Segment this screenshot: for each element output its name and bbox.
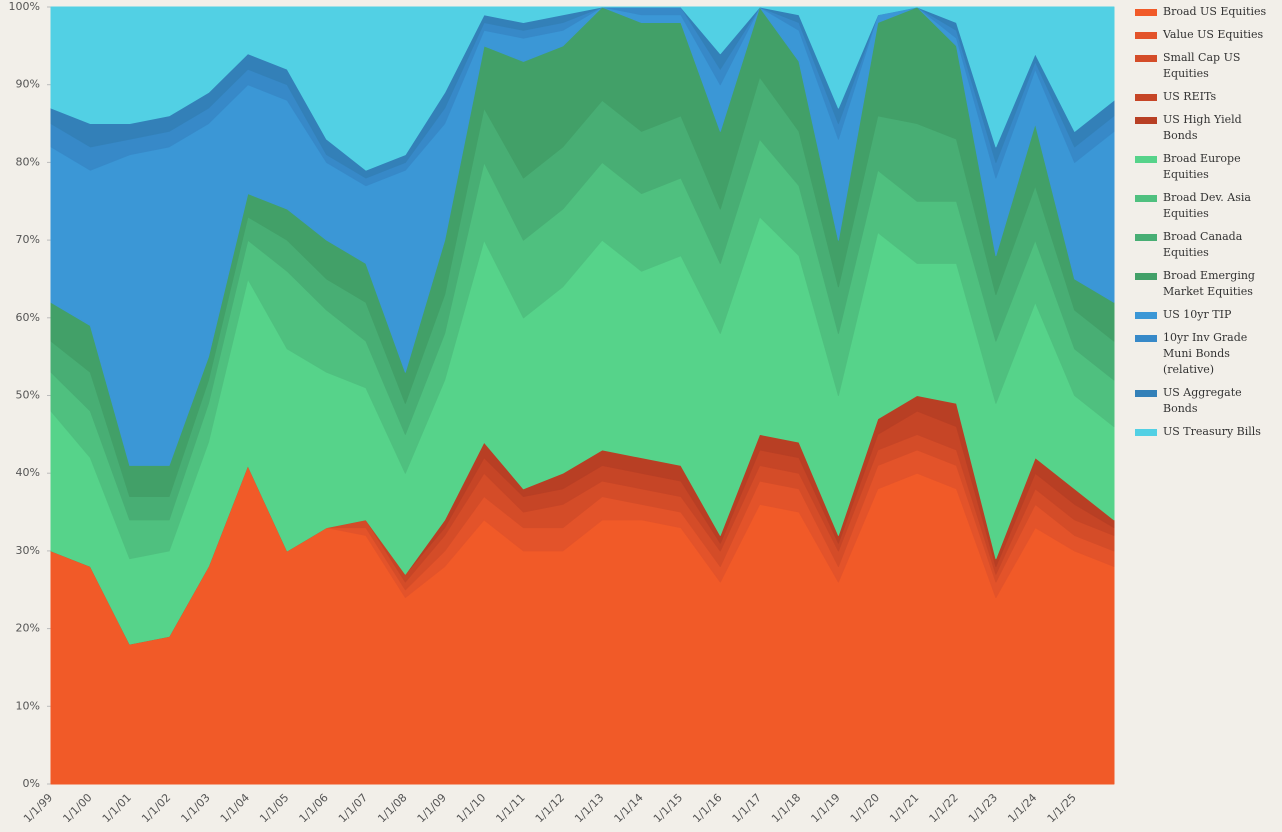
x-tick-label: 1/1/08	[375, 791, 409, 825]
legend-swatch	[1135, 32, 1157, 39]
x-tick-label: 1/1/10	[454, 791, 488, 825]
x-tick-label: 1/1/02	[139, 791, 173, 825]
legend-swatch	[1135, 117, 1157, 124]
legend-label: Small Cap US Equities	[1163, 51, 1241, 80]
y-tick-label: 90%	[16, 78, 40, 91]
legend-item: Value US Equities	[1135, 27, 1277, 43]
y-tick-label: 100%	[9, 0, 40, 13]
legend-swatch	[1135, 273, 1157, 280]
x-tick-label: 1/1/00	[60, 791, 94, 825]
x-tick-label: 1/1/04	[218, 791, 252, 825]
x-tick-label: 1/1/25	[1045, 791, 1079, 825]
x-tick-label: 1/1/07	[336, 791, 370, 825]
x-tick-label: 1/1/99	[21, 791, 55, 825]
legend-swatch	[1135, 429, 1157, 436]
legend-label: Broad US Equities	[1163, 5, 1267, 18]
legend-swatch	[1135, 335, 1157, 342]
legend-item: US REITs	[1135, 89, 1277, 105]
legend-swatch	[1135, 55, 1157, 62]
legend-swatch	[1135, 94, 1157, 101]
legend-swatch	[1135, 195, 1157, 202]
x-tick-label: 1/1/19	[808, 791, 842, 825]
legend-item: Broad Canada Equities	[1135, 229, 1277, 261]
x-tick-label: 1/1/11	[493, 791, 527, 825]
x-tick-label: 1/1/03	[178, 791, 212, 825]
legend-label: Value US Equities	[1163, 28, 1264, 41]
legend-swatch	[1135, 312, 1157, 319]
legend-item: US 10yr TIP	[1135, 307, 1277, 323]
legend-label: Broad Dev. Asia Equities	[1163, 191, 1251, 220]
y-tick-label: 10%	[16, 699, 40, 712]
y-tick-label: 40%	[16, 466, 40, 479]
legend-label: US REITs	[1163, 90, 1217, 103]
legend-item: US High Yield Bonds	[1135, 112, 1277, 144]
legend-swatch	[1135, 156, 1157, 163]
legend-label: US 10yr TIP	[1163, 308, 1232, 321]
x-tick-label: 1/1/01	[100, 791, 134, 825]
legend-label: US Treasury Bills	[1163, 425, 1261, 438]
legend-swatch	[1135, 234, 1157, 241]
legend-item: Broad Emerging Market Equities	[1135, 268, 1277, 300]
legend-item: US Treasury Bills	[1135, 424, 1277, 440]
x-tick-label: 1/1/23	[966, 791, 1000, 825]
y-tick-label: 70%	[16, 233, 40, 246]
legend-label: Broad Emerging Market Equities	[1163, 269, 1255, 298]
legend-label: Broad Canada Equities	[1163, 230, 1243, 259]
legend-item: Broad Europe Equities	[1135, 151, 1277, 183]
area	[50, 6, 1115, 171]
y-tick-label: 60%	[16, 311, 40, 324]
legend-label: US Aggregate Bonds	[1163, 386, 1242, 415]
legend-item: Broad Dev. Asia Equities	[1135, 190, 1277, 222]
y-tick-label: 20%	[16, 622, 40, 635]
x-tick-label: 1/1/15	[651, 791, 685, 825]
x-tick-label: 1/1/09	[415, 791, 449, 825]
x-tick-label: 1/1/05	[257, 791, 291, 825]
y-tick-label: 0%	[23, 777, 40, 790]
chart: 0%10%20%30%40%50%60%70%80%90%100%1/1/99 1…	[9, 0, 1115, 825]
legend-label: Broad Europe Equities	[1163, 152, 1241, 181]
x-tick-label: 1/1/21	[887, 791, 921, 825]
x-tick-label: 1/1/16	[690, 791, 724, 825]
x-tick-label: 1/1/17	[730, 791, 764, 825]
x-tick-label: 1/1/12	[533, 791, 567, 825]
legend-item: Broad US Equities	[1135, 4, 1277, 20]
legend-swatch	[1135, 9, 1157, 16]
legend-label: 10yr Inv Grade Muni Bonds (relative)	[1163, 331, 1248, 376]
x-tick-label: 1/1/18	[769, 791, 803, 825]
legend: Broad US Equities Value US Equities Small …	[1135, 4, 1277, 447]
x-tick-label: 1/1/13	[572, 791, 606, 825]
x-tick-label: 1/1/22	[927, 791, 961, 825]
y-tick-label: 50%	[16, 389, 40, 402]
x-tick-label: 1/1/06	[297, 791, 331, 825]
y-tick-label: 30%	[16, 544, 40, 557]
legend-label: US High Yield Bonds	[1163, 113, 1242, 142]
x-tick-label: 1/1/14	[612, 791, 646, 825]
legend-item: US Aggregate Bonds	[1135, 385, 1277, 417]
legend-item: 10yr Inv Grade Muni Bonds (relative)	[1135, 330, 1277, 378]
legend-swatch	[1135, 390, 1157, 397]
legend-item: Small Cap US Equities	[1135, 50, 1277, 82]
x-tick-label: 1/1/24	[1005, 791, 1039, 825]
x-tick-label: 1/1/20	[848, 791, 882, 825]
y-tick-label: 80%	[16, 155, 40, 168]
